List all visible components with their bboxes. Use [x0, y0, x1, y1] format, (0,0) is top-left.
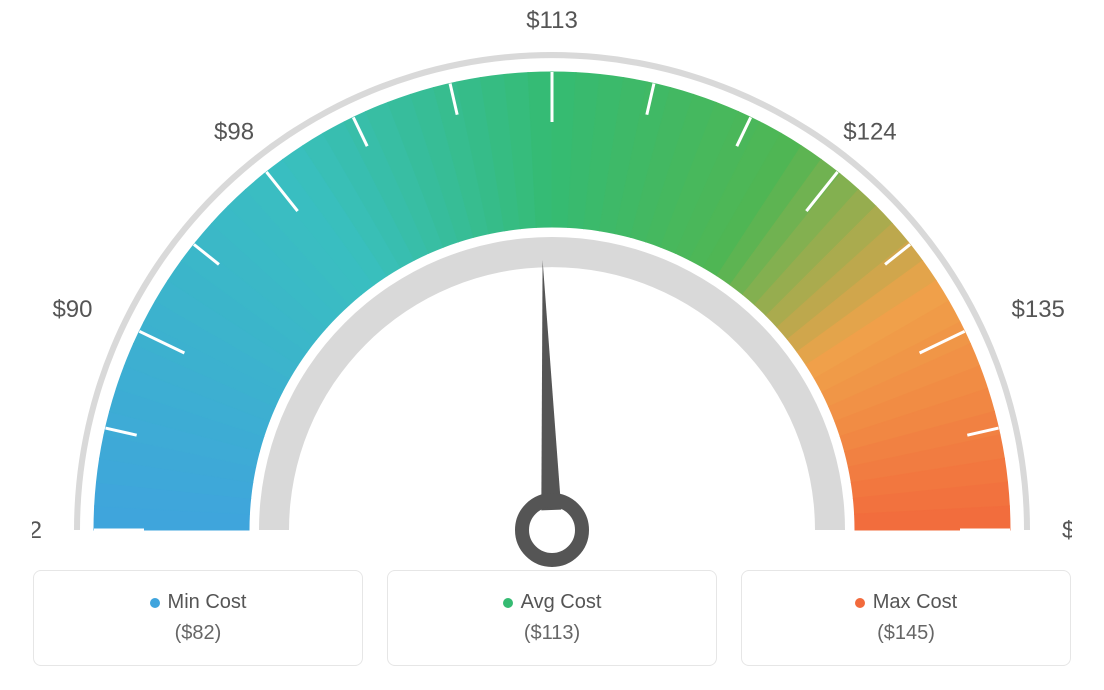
legend-value-max: ($145) [877, 622, 935, 645]
gauge-tick-label: $113 [526, 10, 578, 34]
gauge-tick-label: $135 [1012, 296, 1065, 323]
gauge-tick-label: $90 [52, 296, 92, 323]
legend-card-max: Max Cost ($145) [741, 570, 1071, 666]
legend-card-avg: Avg Cost ($113) [387, 570, 717, 666]
gauge-tick-label: $124 [843, 118, 896, 145]
legend-label-min: Min Cost [150, 591, 247, 614]
legend-row: Min Cost ($82) Avg Cost ($113) Max Cost … [33, 570, 1071, 666]
gauge-needle [541, 260, 561, 510]
legend-dot-min [150, 598, 160, 608]
legend-label-text: Min Cost [168, 591, 247, 614]
gauge-svg: $82 $90 $98 $113 $124 $135 $145 [32, 10, 1072, 570]
legend-label-text: Avg Cost [521, 591, 602, 614]
gauge-tick-label: $145 [1062, 517, 1072, 544]
legend-value-avg: ($113) [524, 622, 580, 645]
legend-dot-max [855, 598, 865, 608]
legend-value-min: ($82) [175, 622, 222, 645]
legend-label-avg: Avg Cost [503, 591, 602, 614]
cost-gauge: $82 $90 $98 $113 $124 $135 $145 [32, 10, 1072, 575]
legend-dot-avg [503, 598, 513, 608]
legend-label-text: Max Cost [873, 591, 957, 614]
legend-label-max: Max Cost [855, 591, 957, 614]
gauge-tick-label: $82 [32, 517, 42, 544]
gauge-tick-label: $98 [214, 118, 254, 145]
legend-card-min: Min Cost ($82) [33, 570, 363, 666]
